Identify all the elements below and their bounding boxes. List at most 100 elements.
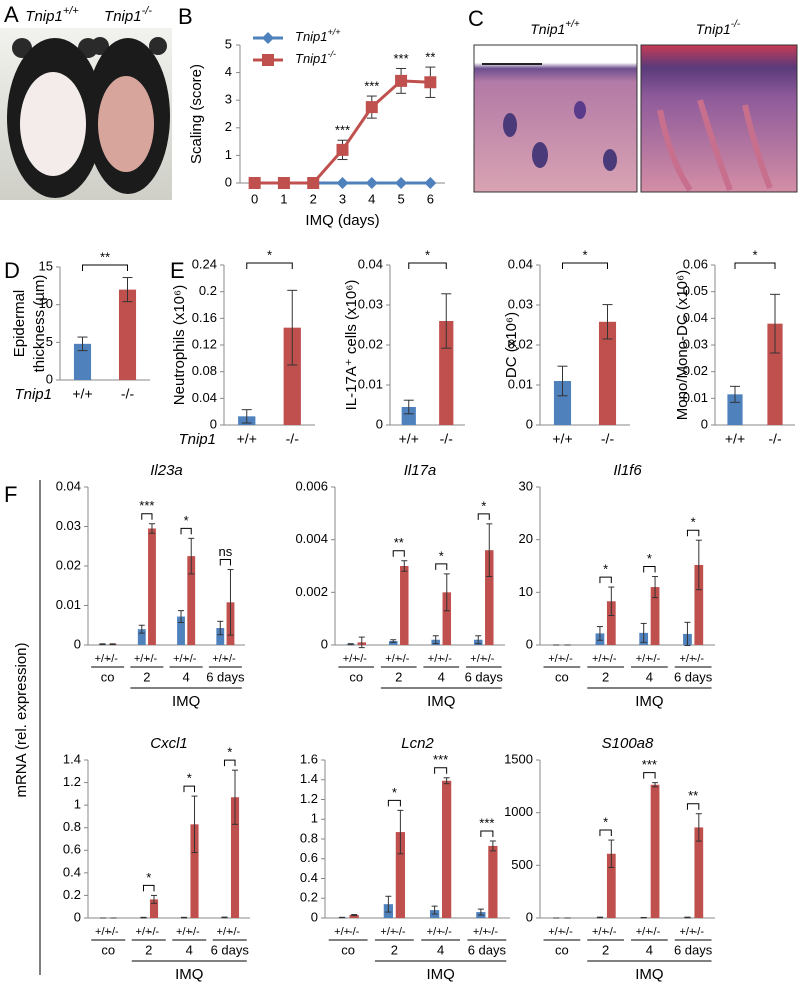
point xyxy=(277,177,290,189)
y-tick-label: 0.2 xyxy=(199,283,217,298)
x-tick-label: 0 xyxy=(251,191,258,206)
significance-bracket xyxy=(142,884,155,892)
bar xyxy=(485,550,494,645)
genotype-label: +/+ xyxy=(217,926,233,938)
error-bar xyxy=(122,277,133,303)
genotype-label: -/- xyxy=(225,653,236,665)
error-bar xyxy=(401,560,408,572)
significance-label: * xyxy=(647,551,652,566)
y-tick-label: 1 xyxy=(74,797,81,812)
chart-title: Lcn2 xyxy=(401,735,434,752)
y-tick-label: 0.02 xyxy=(683,363,708,378)
y-tick-label: 0.6 xyxy=(63,842,81,857)
significance-bracket xyxy=(82,264,128,271)
error-bar xyxy=(489,840,496,852)
genotype-label: -/- xyxy=(606,653,617,665)
x-tick-label: -/- xyxy=(601,431,615,447)
y-tick-label: 0.03 xyxy=(683,336,708,351)
y-tick-label: 0.02 xyxy=(358,336,383,351)
genotype-label: -/- xyxy=(606,926,617,938)
x-tick-label: +/+ xyxy=(72,386,92,402)
error-bar xyxy=(99,643,106,646)
bar xyxy=(73,343,92,380)
error-bar xyxy=(475,635,482,645)
point xyxy=(395,177,408,189)
error-bar xyxy=(695,813,702,842)
x-tick-label: 4 xyxy=(183,669,190,684)
legend-marker xyxy=(262,54,274,66)
y-tick-label: 0.8 xyxy=(63,819,81,834)
error-bar xyxy=(358,636,365,649)
y-tick-label: 30 xyxy=(519,478,533,493)
y-tick-label: 0.2 xyxy=(63,887,81,902)
y-tick-label: 0.02 xyxy=(508,336,533,351)
significance-label: * xyxy=(603,814,608,829)
significance-bracket xyxy=(180,527,192,535)
bar xyxy=(137,629,146,645)
mouse-photo xyxy=(0,28,172,200)
genotype-label: -/- xyxy=(149,926,160,938)
point xyxy=(307,177,320,189)
panel-label: D xyxy=(4,258,20,283)
genotype-label: -/- xyxy=(108,653,119,665)
chart-title: S100a8 xyxy=(602,735,654,752)
x-tick-label: co xyxy=(101,942,115,957)
x-axis-label: IMQ xyxy=(635,966,663,983)
significance-bracket xyxy=(643,566,656,573)
y-tick-label: 0.6 xyxy=(300,850,318,865)
y-tick-label: 0.05 xyxy=(683,283,708,298)
x-tick-label: co xyxy=(555,669,569,684)
genotype-label: +/+ xyxy=(592,653,608,665)
genotype-superscript: -/- xyxy=(328,49,337,59)
y-tick-label: 1.2 xyxy=(63,774,81,789)
y-tick-label: 1 xyxy=(311,811,318,826)
y-tick-label: 0.12 xyxy=(192,336,217,351)
y-tick-label: 3 xyxy=(225,92,232,107)
significance-bracket xyxy=(599,829,612,837)
significance-bracket xyxy=(183,785,196,793)
bar xyxy=(395,832,406,918)
genotype-label: +/+ xyxy=(592,926,608,938)
significance-label: * xyxy=(392,785,397,800)
error-bar xyxy=(640,622,647,643)
significance-label: *** xyxy=(642,757,657,772)
x-tick-label: 2 xyxy=(143,669,150,684)
genotype-label: +/+ xyxy=(473,926,489,938)
significance-bracket xyxy=(686,529,700,537)
significance-label: * xyxy=(691,515,696,530)
x-group-label: Tnip1 xyxy=(178,431,216,448)
error-bar xyxy=(140,916,147,919)
y-tick-label: 0.4 xyxy=(300,870,318,885)
bar xyxy=(283,327,301,425)
genotype-label: -/- xyxy=(694,926,705,938)
significance-label: *** xyxy=(335,123,350,138)
image-label: Tnip1-/- xyxy=(104,5,152,25)
significance-bracket xyxy=(686,803,700,810)
y-tick-label: 0.4 xyxy=(63,864,81,879)
point xyxy=(336,143,349,156)
panel-label: B xyxy=(178,4,193,29)
x-tick-label: 4 xyxy=(438,669,445,684)
bar xyxy=(694,827,704,918)
genotype-superscript: +/+ xyxy=(565,19,580,30)
significance-label: *** xyxy=(364,78,379,93)
x-tick-label: 4 xyxy=(646,669,653,684)
significance-label: * xyxy=(187,771,192,786)
x-tick-label: 6 days xyxy=(206,669,245,684)
y-tick-label: 2 xyxy=(225,119,232,134)
genotype-label: +/+ xyxy=(548,926,564,938)
genotype-label: +/+ xyxy=(428,653,444,665)
x-tick-label: 1 xyxy=(280,191,287,206)
error-bar xyxy=(431,905,438,915)
x-axis-label: IMQ (days) xyxy=(305,212,379,229)
image-label: Tnip1+/+ xyxy=(530,19,580,37)
genotype-label: +/+ xyxy=(173,653,189,665)
x-tick-label: -/- xyxy=(121,386,135,402)
y-tick-label: 1000 xyxy=(504,804,533,819)
y-tick-label: 10 xyxy=(39,296,53,311)
y-tick-label: 0 xyxy=(74,909,81,924)
x-group-label: Tnip1 xyxy=(14,386,52,403)
genotype-superscript: -/- xyxy=(142,5,153,17)
point xyxy=(424,177,437,189)
